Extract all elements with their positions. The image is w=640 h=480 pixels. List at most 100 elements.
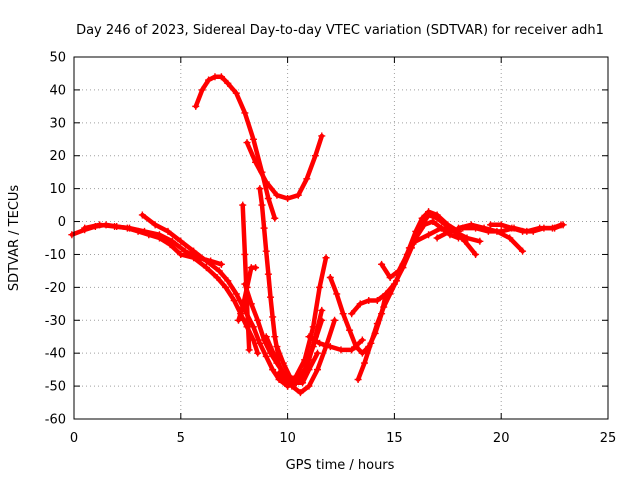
series-arc-21 <box>454 221 527 255</box>
data-point-marker <box>243 139 251 147</box>
data-point-marker <box>249 323 257 331</box>
data-point-marker <box>256 339 264 347</box>
y-tick-label: 10 <box>49 182 66 197</box>
data-point-marker <box>386 273 394 281</box>
y-tick-label: -60 <box>45 413 66 428</box>
data-point-marker <box>273 343 281 351</box>
data-point-marker <box>433 234 441 242</box>
data-point-marker <box>177 250 185 258</box>
data-point-marker <box>243 300 251 308</box>
data-point-marker <box>301 356 309 364</box>
data-point-marker <box>271 214 279 222</box>
data-point-marker <box>245 346 253 354</box>
series-arc-13 <box>273 343 322 387</box>
data-point-marker <box>190 247 198 255</box>
data-point-marker <box>138 211 146 219</box>
data-point-marker <box>352 343 360 351</box>
data-point-marker <box>215 267 223 275</box>
x-tick-label: 15 <box>386 431 403 446</box>
data-point-marker <box>294 191 302 199</box>
data-point-marker <box>331 316 339 324</box>
data-point-marker <box>365 297 373 305</box>
data-point-marker <box>311 152 319 160</box>
y-tick-label: -20 <box>45 281 66 296</box>
data-point-marker <box>358 349 366 357</box>
data-point-marker <box>232 290 240 298</box>
y-tick-label: -40 <box>45 347 66 362</box>
data-point-marker <box>299 379 307 387</box>
data-point-marker <box>211 73 219 81</box>
data-point-marker <box>284 382 292 390</box>
x-axis-label: GPS time / hours <box>286 458 395 473</box>
data-point-marker <box>269 366 277 374</box>
grid <box>74 57 608 419</box>
data-point-marker <box>316 283 324 291</box>
series-arc-02 <box>243 132 326 203</box>
series-arc-19 <box>412 224 480 258</box>
data-point-marker <box>508 224 516 232</box>
y-tick-label: 30 <box>49 116 66 131</box>
data-point-marker <box>260 224 268 232</box>
data-point-marker <box>284 195 292 203</box>
data-point-marker <box>476 237 484 245</box>
data-point-marker <box>222 283 230 291</box>
data-point-marker <box>316 339 324 347</box>
data-point-marker <box>140 227 148 235</box>
data-point-marker <box>262 352 270 360</box>
data-point-marker <box>224 79 232 87</box>
data-point-marker <box>519 227 527 235</box>
data-point-marker <box>386 290 394 298</box>
data-point-marker <box>318 306 326 314</box>
data-point-marker <box>254 316 262 324</box>
data-point-marker <box>480 224 488 232</box>
data-point-marker <box>467 221 475 229</box>
data-point-marker <box>262 247 270 255</box>
data-point-marker <box>305 366 313 374</box>
data-point-marker <box>258 201 266 209</box>
data-point-marker <box>111 222 119 230</box>
data-point-marker <box>249 336 257 344</box>
data-point-marker <box>267 293 275 301</box>
data-point-marker <box>239 201 247 209</box>
data-point-marker <box>264 270 272 278</box>
data-point-marker <box>292 379 300 387</box>
data-point-marker <box>275 369 283 377</box>
data-point-marker <box>192 102 200 110</box>
data-point-marker <box>168 237 176 245</box>
data-point-marker <box>380 303 388 311</box>
y-axis-label: SDTVAR / TECUs <box>7 185 22 292</box>
data-point-marker <box>232 89 240 97</box>
data-point-marker <box>264 195 272 203</box>
data-point-marker <box>472 250 480 258</box>
data-point-marker <box>540 224 548 232</box>
data-point-marker <box>292 372 300 380</box>
data-point-marker <box>177 237 185 245</box>
data-point-marker <box>348 346 356 354</box>
y-tick-label: 40 <box>49 83 66 98</box>
data-point-marker <box>493 227 501 235</box>
data-point-marker <box>286 372 294 380</box>
chart-title: Day 246 of 2023, Sidereal Day-to-day VTE… <box>76 23 604 38</box>
data-point-marker <box>337 346 345 354</box>
data-point-marker <box>164 227 172 235</box>
data-point-marker <box>296 389 304 397</box>
data-point-marker <box>367 339 375 347</box>
data-point-marker <box>213 273 221 281</box>
data-point-marker <box>333 290 341 298</box>
data-point-marker <box>249 135 257 143</box>
data-point-marker <box>271 333 279 341</box>
data-point-marker <box>551 224 559 232</box>
series-arc-12 <box>256 185 283 364</box>
data-point-marker <box>393 277 401 285</box>
data-point-marker <box>461 237 469 245</box>
x-tick-label: 20 <box>493 431 510 446</box>
data-point-marker <box>254 349 262 357</box>
data-point-marker <box>202 264 210 272</box>
series-arc-10 <box>275 254 330 390</box>
data-point-marker <box>155 231 163 239</box>
data-point-marker <box>322 254 330 262</box>
data-point-marker <box>305 333 313 341</box>
data-point-marker <box>559 221 567 229</box>
series-arc-14 <box>305 333 366 354</box>
